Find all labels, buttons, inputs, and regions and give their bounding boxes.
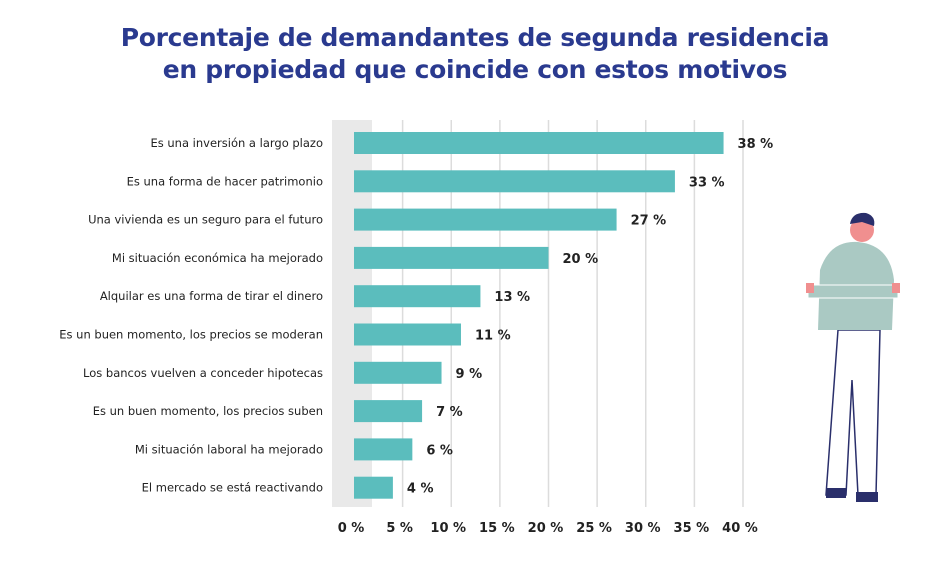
bar (354, 400, 423, 423)
bar (354, 246, 549, 269)
category-label: Alquilar es una forma de tirar el dinero (100, 289, 323, 303)
person-illustration (806, 212, 900, 502)
data-label: 6 % (426, 443, 453, 458)
x-tick-label: 5 % (386, 521, 413, 536)
data-label: 33 % (689, 175, 725, 190)
title-line-1: Porcentaje de demandantes de segunda res… (120, 23, 830, 52)
category-label: Una vivienda es un seguro para el futuro (88, 213, 323, 227)
x-tick-label: 20 % (528, 521, 564, 536)
data-label: 13 % (494, 290, 530, 305)
category-label: Los bancos vuelven a conceder hipotecas (83, 366, 323, 380)
data-label: 38 % (738, 137, 774, 152)
data-label: 27 % (631, 214, 667, 229)
bar (354, 208, 617, 231)
chart-title: Porcentaje de demandantes de segunda res… (0, 22, 950, 86)
data-label: 20 % (563, 252, 599, 267)
x-tick-label: 30 % (625, 521, 661, 536)
x-tick-label: 40 % (722, 521, 758, 536)
bar (354, 476, 393, 499)
bar (354, 323, 461, 346)
x-tick-label: 15 % (479, 521, 515, 536)
category-label: Es una inversión a largo plazo (150, 136, 323, 150)
bar (354, 170, 675, 193)
data-label: 9 % (456, 367, 483, 382)
title-line-2: en propiedad que coincide con estos moti… (162, 55, 788, 84)
bar (354, 438, 413, 461)
bar (354, 361, 442, 384)
category-label: Es un buen momento, los precios se moder… (59, 328, 323, 342)
data-label: 7 % (436, 405, 463, 420)
category-label: Es una forma de hacer patrimonio (127, 174, 323, 188)
x-tick-label: 25 % (576, 521, 612, 536)
category-label: Es un buen momento, los precios suben (93, 404, 323, 418)
data-label: 4 % (407, 482, 434, 497)
bar (354, 132, 724, 154)
category-label: Mi situación laboral ha mejorado (135, 442, 323, 456)
x-tick-label: 0 % (338, 521, 365, 536)
x-tick-label: 10 % (430, 521, 466, 536)
category-label: Mi situación económica ha mejorado (112, 251, 323, 265)
data-label: 11 % (475, 329, 511, 344)
x-tick-label: 35 % (674, 521, 710, 536)
category-label: El mercado se está reactivando (142, 481, 323, 495)
bar (354, 285, 481, 308)
